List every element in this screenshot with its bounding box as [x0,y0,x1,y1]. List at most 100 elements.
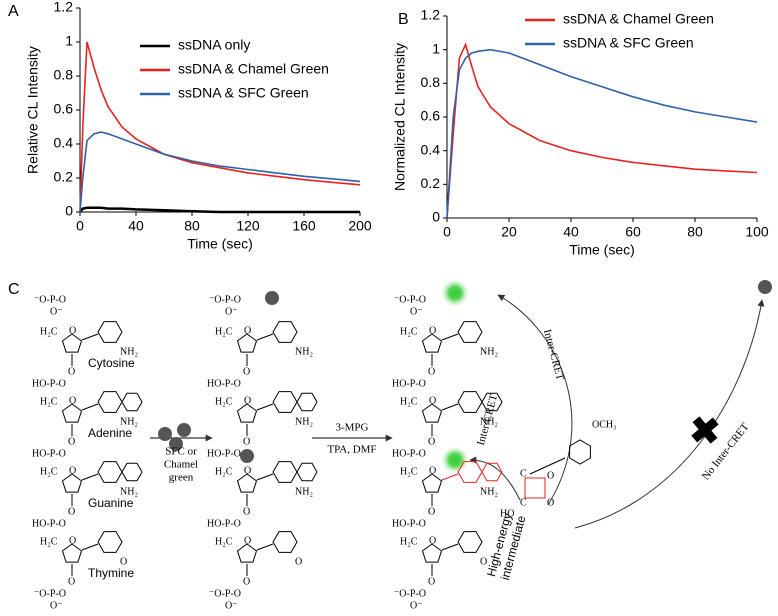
atom-label: HO-P-O [392,518,426,529]
x-tick-label: 60 [625,224,641,240]
base-ring [296,462,318,482]
atom-label: ⁻O-P-O [209,588,241,599]
base-name: Adenine [88,426,132,440]
atom-label: O [244,465,251,476]
series-line [79,206,360,214]
base-ring [457,391,483,413]
y-tick-label: 1 [432,40,440,56]
y-tick-label: 1 [65,33,73,49]
emitting-dye [441,279,469,307]
base-ring [457,321,483,343]
reagent-label: Chamel [164,459,198,471]
atom-label: NH₂ [480,416,498,427]
base-name: Cytosine [88,356,135,370]
series-line [446,48,758,219]
bond [529,457,566,475]
legend-label: ssDNA only [178,37,250,53]
atom-label: H₂C [40,466,58,477]
base-ring [457,531,483,553]
x-tick-label: 120 [236,218,260,234]
x-tick-label: 80 [184,218,200,234]
atom-label: O [547,470,554,481]
base-ring [457,461,483,483]
atom-label: O [429,465,436,476]
bond [441,473,459,481]
atom-label: O [68,436,75,447]
base-ring [272,321,298,343]
y-tick-label: 0.4 [54,135,74,151]
sugar-ring [421,543,443,563]
atom-label: HO-P-O [207,448,241,459]
atom-label: ⁻O-P-O [394,294,426,305]
no-transfer-arrow [574,299,765,529]
bond [256,333,274,341]
bond [81,543,99,551]
atom-label: O [68,366,75,377]
bond [256,403,274,411]
atom-label: O [428,506,435,517]
base-ring [272,531,298,553]
atom-label: H₂C [215,466,233,477]
x-axis-label: Time (sec) [569,242,635,258]
sugar-ring [236,543,258,563]
y-tick-label: 0.4 [421,141,441,157]
atom-label: NH₂ [295,486,313,497]
atom-label: NH₂ [120,346,138,357]
sugar-ring [61,543,83,563]
sugar-ring [421,333,443,353]
atom-label: O [120,556,127,567]
atom-label: NH₂ [480,486,498,497]
sugar-ring [61,403,83,423]
atom-label: O [243,506,250,517]
atom-label: H₂C [40,396,58,407]
atom-label: O [244,325,251,336]
sugar-ring [421,473,443,493]
x-tick-label: 80 [687,224,703,240]
bond [81,403,99,411]
x-tick-label: 20 [501,224,517,240]
atom-label: O⁻ [225,306,238,317]
atom-label: NH₂ [295,416,313,427]
atom-label: ⁻O-P-O [34,588,66,599]
atom-label: HO-P-O [392,378,426,389]
atom-label: O [69,465,76,476]
atom-label: NH₂ [480,346,498,357]
atom-label: H₂C [40,536,58,547]
atom-label: O [243,576,250,587]
atom-label: HO-P-O [32,518,66,529]
atom-label: O⁻ [410,306,423,317]
atom-label: O [429,395,436,406]
base-ring [97,321,123,343]
block-cross [691,416,719,444]
base-ring [296,392,318,412]
series-line [79,131,361,213]
reagent-label: SFC or [165,446,197,458]
x-tick-label: 0 [76,218,84,234]
bond [256,473,274,481]
sugar-ring [61,473,83,493]
atom-label: ⁻O-P-O [209,294,241,305]
legend-label: ssDNA & SFC Green [563,35,694,51]
sugar-ring [421,403,443,423]
bond [441,543,459,551]
x-tick-label: 200 [348,218,372,234]
atom-label: O [243,366,250,377]
y-tick-label: 1.2 [54,0,74,15]
base-ring [97,531,123,553]
base-name: Guanine [88,496,134,510]
atom-label: H₂C [215,396,233,407]
substituent-label: OCH₃ [592,419,617,430]
x-tick-label: 100 [745,224,769,240]
atom-label: O [68,576,75,587]
atom-label: NH₂ [120,416,138,427]
atom-label: NH₂ [295,346,313,357]
base-ring [121,392,143,412]
atom-label: H₂C [400,396,418,407]
atom-label: HO-P-O [207,378,241,389]
y-tick-label: 0.6 [54,101,74,117]
series-line [446,42,758,219]
atom-label: O [69,535,76,546]
atom-label: O [244,535,251,546]
atom-label: H₂C [400,326,418,337]
